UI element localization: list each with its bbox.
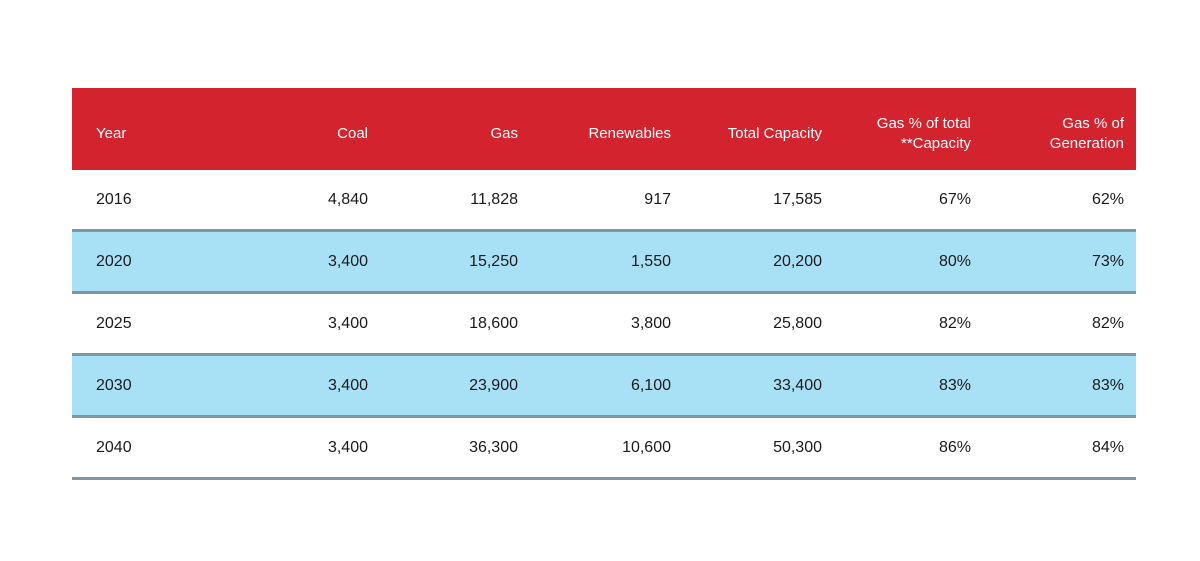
cell-year: 2030 [72,354,230,418]
table-row-2030: 2030 3,400 23,900 6,100 33,400 83% 83% [72,354,1136,418]
table-row-2020: 2020 3,400 15,250 1,550 20,200 80% 73% [72,230,1136,294]
cell-gas: 18,600 [380,292,530,356]
cell-renewables: 917 [530,170,683,232]
column-header-renewables: Renewables [530,88,683,170]
table-row-2025: 2025 3,400 18,600 3,800 25,800 82% 82% [72,292,1136,356]
cell-year: 2016 [72,170,230,232]
column-header-gas-pct-generation: Gas % of Generation [983,88,1136,170]
cell-gas-pct-capacity: 80% [834,230,983,294]
cell-total-capacity: 33,400 [683,354,834,418]
cell-gas-pct-generation: 82% [983,292,1136,356]
cell-year: 2020 [72,230,230,294]
column-header-year: Year [72,88,230,170]
cell-gas: 11,828 [380,170,530,232]
cell-year: 2025 [72,292,230,356]
cell-total-capacity: 17,585 [683,170,834,232]
cell-gas-pct-generation: 73% [983,230,1136,294]
cell-year: 2040 [72,416,230,480]
table-row-2016: 2016 4,840 11,828 917 17,585 67% 62% [72,170,1136,232]
cell-coal: 3,400 [230,230,380,294]
cell-renewables: 1,550 [530,230,683,294]
column-header-gas-pct-capacity: Gas % of total **Capacity [834,88,983,170]
cell-gas-pct-capacity: 86% [834,416,983,480]
cell-gas-pct-capacity: 83% [834,354,983,418]
cell-gas-pct-capacity: 67% [834,170,983,232]
cell-gas-pct-generation: 83% [983,354,1136,418]
cell-gas: 15,250 [380,230,530,294]
cell-gas: 23,900 [380,354,530,418]
cell-total-capacity: 20,200 [683,230,834,294]
column-header-gas: Gas [380,88,530,170]
cell-coal: 4,840 [230,170,380,232]
cell-renewables: 3,800 [530,292,683,356]
cell-coal: 3,400 [230,416,380,480]
cell-total-capacity: 50,300 [683,416,834,480]
cell-gas-pct-generation: 84% [983,416,1136,480]
capacity-table: Year Coal Gas Renewables Total Capacity … [72,88,1136,480]
cell-renewables: 10,600 [530,416,683,480]
column-header-coal: Coal [230,88,380,170]
table-row-2040: 2040 3,400 36,300 10,600 50,300 86% 84% [72,416,1136,480]
column-header-total-capacity: Total Capacity [683,88,834,170]
cell-gas-pct-generation: 62% [983,170,1136,232]
cell-coal: 3,400 [230,292,380,356]
cell-coal: 3,400 [230,354,380,418]
cell-total-capacity: 25,800 [683,292,834,356]
cell-gas-pct-capacity: 82% [834,292,983,356]
cell-renewables: 6,100 [530,354,683,418]
cell-gas: 36,300 [380,416,530,480]
header-row: Year Coal Gas Renewables Total Capacity … [72,88,1136,170]
